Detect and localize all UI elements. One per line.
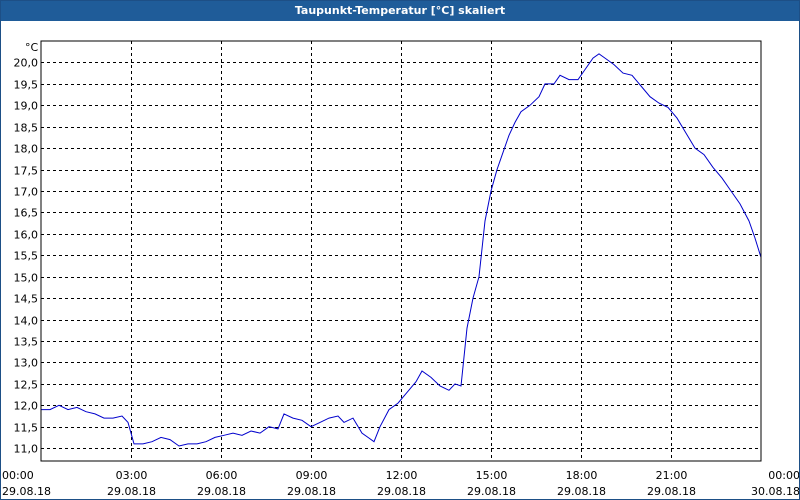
series-line <box>41 53 762 447</box>
x-tick-date: 29.08.18 <box>377 485 426 498</box>
plot-border <box>40 40 762 462</box>
x-tick-time: 18:00 <box>566 469 598 482</box>
x-tick-time: 12:00 <box>386 469 418 482</box>
x-tick-date: 29.08.18 <box>107 485 156 498</box>
y-tick-label: 15,5 <box>14 250 39 263</box>
y-tick-label: 12,0 <box>14 400 39 413</box>
x-tick-date: 29.08.18 <box>197 485 246 498</box>
x-tick-date: 29.08.18 <box>557 485 606 498</box>
y-tick-label: 15,0 <box>14 272 39 285</box>
y-tick-label: 16,0 <box>14 229 39 242</box>
y-tick-label: 20,0 <box>14 57 39 70</box>
tick-labels: 11,0 11,5 12,0 12,5 13,0 13,5 14,0 14,5 15,0 15,5… <box>2 57 799 499</box>
y-tick-label: 13,5 <box>14 336 39 349</box>
series-layer <box>41 53 762 447</box>
x-tick-time: 09:00 <box>296 469 328 482</box>
x-tick-time: 15:00 <box>476 469 508 482</box>
y-tick-label: 14,0 <box>14 315 39 328</box>
x-tick-date: 29.08.18 <box>287 485 336 498</box>
y-tick-label: 13,0 <box>14 357 39 370</box>
y-tick-label: 17,0 <box>14 186 39 199</box>
x-tick-time: 21:00 <box>656 469 688 482</box>
y-axis-unit-label: °C <box>25 41 39 54</box>
x-tick-date: 29.08.18 <box>647 485 696 498</box>
y-tick-label: 11,5 <box>14 422 39 435</box>
y-tick-label: 17,5 <box>14 165 39 178</box>
x-tick-time: 00:00 <box>768 469 799 482</box>
y-tick-label: 12,5 <box>14 379 39 392</box>
y-tick-label: 18,5 <box>14 122 39 135</box>
y-tick-label: 16,5 <box>14 207 39 220</box>
x-tick-time: 03:00 <box>116 469 148 482</box>
x-tick-date: 30.08.18 <box>751 485 799 498</box>
x-tick-time: 00:00 <box>2 469 34 482</box>
y-tick-label: 18,0 <box>14 143 39 156</box>
x-tick-time: 06:00 <box>206 469 238 482</box>
x-tick-date: 29.08.18 <box>2 485 51 498</box>
grid <box>41 41 761 461</box>
y-tick-label: 19,0 <box>14 100 39 113</box>
y-tick-label: 14,5 <box>14 293 39 306</box>
x-tick-date: 29.08.18 <box>467 485 516 498</box>
y-tick-label: 19,5 <box>14 79 39 92</box>
window-title: Taupunkt-Temperatur [°C] skaliert <box>1 1 799 21</box>
y-tick-label: 11,0 <box>14 443 39 456</box>
